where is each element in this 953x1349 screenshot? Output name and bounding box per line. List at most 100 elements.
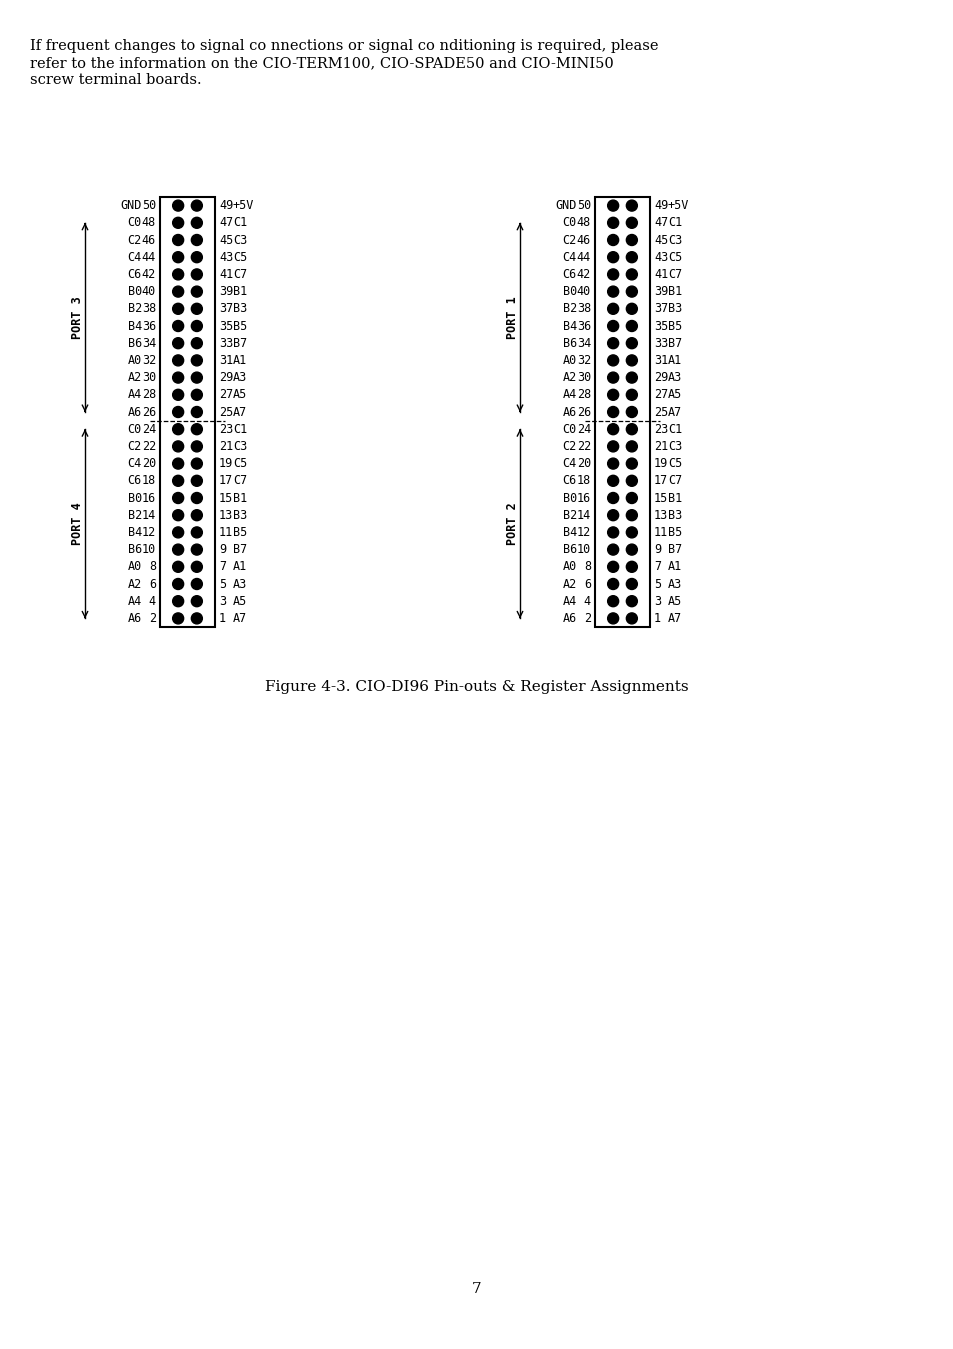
Text: PORT 3: PORT 3 [71,295,85,339]
Text: C4: C4 [562,457,577,469]
Text: screw terminal boards.: screw terminal boards. [30,73,201,86]
Text: C2: C2 [562,233,577,247]
Text: 6: 6 [149,577,156,591]
Text: 20: 20 [142,457,156,469]
Text: 41: 41 [219,268,233,281]
Circle shape [192,544,202,554]
Circle shape [192,596,202,607]
Text: 34: 34 [577,337,590,349]
Text: C6: C6 [128,475,142,487]
Text: 26: 26 [142,406,156,418]
Text: C7: C7 [233,475,247,487]
Circle shape [172,579,184,590]
Circle shape [192,441,202,452]
Text: 12: 12 [142,526,156,538]
Text: 33: 33 [654,337,667,349]
Circle shape [172,235,184,246]
Text: 24: 24 [142,422,156,436]
Text: B6: B6 [562,337,577,349]
Text: B7: B7 [667,544,681,556]
Text: C0: C0 [128,422,142,436]
Text: 30: 30 [577,371,590,384]
Text: 11: 11 [219,526,233,538]
Text: C4: C4 [128,457,142,469]
Text: 31: 31 [219,353,233,367]
Text: 43: 43 [219,251,233,263]
Text: B5: B5 [233,526,247,538]
Text: B6: B6 [128,544,142,556]
Text: B0: B0 [562,491,577,505]
Circle shape [626,235,637,246]
Text: 42: 42 [142,268,156,281]
Text: B3: B3 [233,302,247,316]
Circle shape [192,492,202,503]
Circle shape [172,217,184,228]
Text: B3: B3 [233,509,247,522]
Text: 7: 7 [472,1282,481,1296]
Text: B7: B7 [233,544,247,556]
Circle shape [626,492,637,503]
Text: 37: 37 [219,302,233,316]
Text: 6: 6 [583,577,590,591]
Text: 29: 29 [219,371,233,384]
Text: 12: 12 [577,526,590,538]
Text: B1: B1 [233,285,247,298]
Circle shape [607,268,618,279]
Circle shape [626,304,637,314]
Text: 3: 3 [654,595,660,607]
Text: 19: 19 [654,457,667,469]
Text: C7: C7 [233,268,247,281]
Text: B2: B2 [562,509,577,522]
Text: If frequent changes to signal co nnections or signal co nditioning is required, : If frequent changes to signal co nnectio… [30,39,658,53]
Text: C5: C5 [667,251,681,263]
Text: 33: 33 [219,337,233,349]
Circle shape [607,612,618,623]
Circle shape [172,596,184,607]
Circle shape [607,475,618,486]
Text: 15: 15 [219,491,233,505]
Circle shape [607,459,618,469]
Text: C4: C4 [562,251,577,263]
Text: Figure 4-3. CIO-DI96 Pin-outs & Register Assignments: Figure 4-3. CIO-DI96 Pin-outs & Register… [265,680,688,693]
Text: 7: 7 [219,560,226,573]
Text: B2: B2 [128,509,142,522]
Text: A3: A3 [667,371,681,384]
Circle shape [626,252,637,263]
Circle shape [607,321,618,332]
Text: C2: C2 [128,233,142,247]
Text: 13: 13 [219,509,233,522]
Text: 17: 17 [219,475,233,487]
Text: B5: B5 [667,526,681,538]
Text: C1: C1 [667,216,681,229]
Text: PORT 2: PORT 2 [506,502,519,545]
Text: B6: B6 [128,337,142,349]
Circle shape [607,406,618,417]
Circle shape [172,612,184,623]
Circle shape [172,252,184,263]
Text: B1: B1 [667,491,681,505]
Text: B5: B5 [233,320,247,332]
Text: A0: A0 [562,353,577,367]
Circle shape [172,492,184,503]
Text: C5: C5 [233,457,247,469]
Text: A6: A6 [128,612,142,625]
Circle shape [192,268,202,279]
Text: B2: B2 [562,302,577,316]
Text: 5: 5 [654,577,660,591]
Text: A2: A2 [562,577,577,591]
Text: A3: A3 [667,577,681,591]
Circle shape [607,441,618,452]
Circle shape [626,579,637,590]
Text: B7: B7 [233,337,247,349]
Circle shape [626,544,637,554]
Circle shape [172,441,184,452]
Text: 35: 35 [219,320,233,332]
Text: C0: C0 [128,216,142,229]
Text: PORT 1: PORT 1 [506,295,519,339]
Text: B6: B6 [562,544,577,556]
Text: B2: B2 [128,302,142,316]
Text: 16: 16 [577,491,590,505]
Circle shape [172,475,184,486]
Text: A4: A4 [562,595,577,607]
Circle shape [607,510,618,521]
